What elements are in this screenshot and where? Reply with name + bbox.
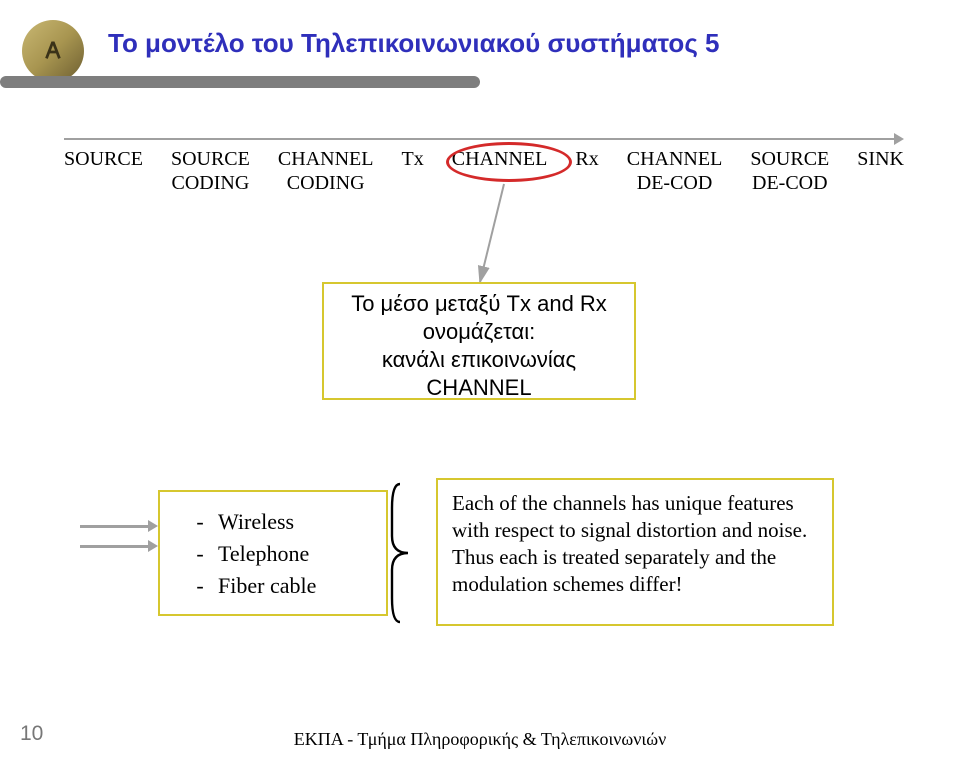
list-item: -Fiber cable bbox=[182, 570, 378, 602]
slide-title: Το μοντέλο του Τηλεπικοινωνιακού συστήμα… bbox=[108, 28, 720, 59]
midbox-line3: κανάλι επικοινωνίας bbox=[324, 346, 634, 374]
chain-flowline bbox=[64, 138, 896, 140]
channel-highlight-circle bbox=[446, 142, 572, 182]
midbox-line2: ονομάζεται: bbox=[324, 318, 634, 346]
slide-footer: ΕΚΠΑ - Τμήμα Πληροφορικής & Τηλεπικοινων… bbox=[0, 729, 960, 750]
list-item: -Wireless bbox=[182, 506, 378, 538]
chain-block-tx: Tx bbox=[402, 148, 424, 195]
title-underline bbox=[0, 76, 480, 88]
chain-block-source-decod: SOURCE DE-COD bbox=[750, 148, 829, 195]
chain-block-source: SOURCE bbox=[64, 148, 143, 195]
curly-brace-icon bbox=[388, 478, 428, 628]
chain-block-channel-decod: CHANNEL DE-COD bbox=[627, 148, 723, 195]
channel-explanation-box: Each of the channels has unique features… bbox=[436, 478, 834, 626]
chain-block-sink: SINK bbox=[857, 148, 904, 195]
list-item: -Telephone bbox=[182, 538, 378, 570]
midbox-line4: CHANNEL bbox=[324, 374, 634, 402]
chain-block-rx: Rx bbox=[575, 148, 598, 195]
midbox-line1: Το μέσο μεταξύ Tx and Rx bbox=[324, 290, 634, 318]
rightbox-text: Each of the channels has unique features… bbox=[452, 491, 807, 596]
arrow-to-leftbox-1 bbox=[80, 525, 150, 528]
chain-block-channel-coding: CHANNEL CODING bbox=[278, 148, 374, 195]
arrow-to-leftbox-2 bbox=[80, 545, 150, 548]
logo-athena: 𐌀 bbox=[22, 20, 84, 82]
channel-types-box: -Wireless -Telephone -Fiber cable bbox=[158, 490, 388, 616]
channel-definition-box: Το μέσο μεταξύ Tx and Rx ονομάζεται: καν… bbox=[322, 282, 636, 400]
chain-block-source-coding: SOURCE CODING bbox=[171, 148, 250, 195]
